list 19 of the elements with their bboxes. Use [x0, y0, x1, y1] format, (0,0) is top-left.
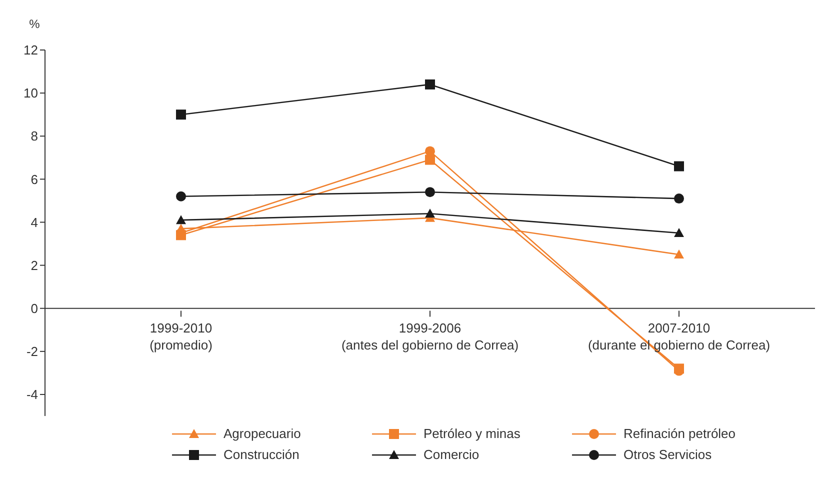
- x-tick-label: 1999-2010 (promedio): [150, 320, 212, 353]
- y-tick-label: -2: [26, 344, 38, 360]
- legend-label: Refinación petróleo: [624, 426, 736, 441]
- legend-label: Comercio: [424, 447, 480, 462]
- legend-label: Otros Servicios: [624, 447, 712, 462]
- legend-label: Construcción: [224, 447, 300, 462]
- y-tick-label: 8: [30, 128, 38, 144]
- y-tick-label: -4: [26, 387, 38, 402]
- y-tick-label: 4: [30, 214, 38, 230]
- legend-label: Petróleo y minas: [424, 426, 520, 441]
- y-tick-label: 12: [24, 42, 38, 58]
- y-tick-label: 10: [24, 86, 38, 101]
- y-tick-label: 6: [30, 172, 38, 187]
- x-tick-label: 1999-2006 (antes del gobierno de Correa): [341, 320, 519, 353]
- y-axis-title: %: [29, 17, 40, 31]
- x-tick-label: 2007-2010 (durante el gobierno de Correa): [588, 320, 770, 353]
- y-tick-label: 0: [30, 300, 38, 316]
- y-tick-label: 2: [30, 258, 38, 273]
- legend-label: Agropecuario: [224, 426, 301, 441]
